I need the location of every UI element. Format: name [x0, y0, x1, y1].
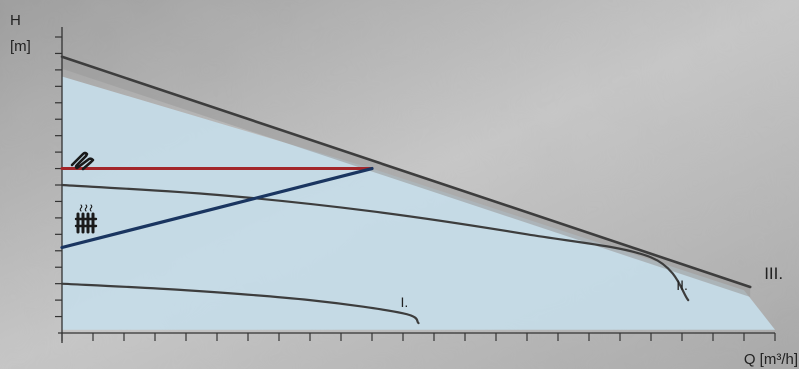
curve-label: III.: [764, 264, 783, 283]
speed-curve-line: [60, 282, 420, 325]
operating-area: [62, 76, 775, 330]
area-layer: [62, 56, 775, 330]
speed-curve-line: [60, 183, 690, 302]
series-layer: [60, 55, 752, 325]
floor-heating-icon: [74, 204, 98, 234]
max-curve-shadow: [62, 56, 751, 297]
tick-layer: [55, 36, 776, 341]
y-axis-unit: [m]: [10, 38, 31, 55]
y-axis-label: H: [10, 12, 21, 29]
label-layer: III. II. I.: [401, 264, 784, 310]
curve-label: II.: [676, 277, 688, 293]
max-curve-line: [60, 55, 752, 289]
radiator-icon: [70, 151, 95, 171]
curve-label: I.: [401, 294, 409, 310]
x-axis-label: Q [m³/h]: [744, 351, 798, 368]
proportional-pressure-line: [60, 166, 374, 250]
